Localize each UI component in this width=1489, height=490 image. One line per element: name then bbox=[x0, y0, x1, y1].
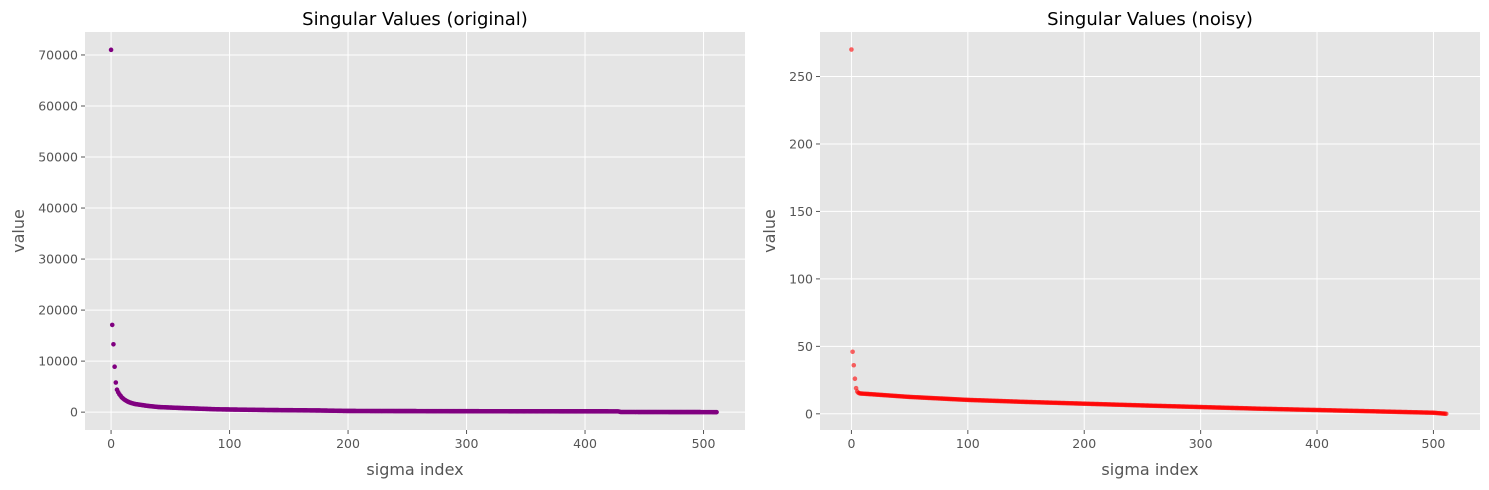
x-tick-label: 100 bbox=[956, 436, 980, 451]
chart-original: 0 100 200 300 400 500 0 10000 20000 30000 40000 50… bbox=[9, 9, 745, 479]
y-tick-label: 150 bbox=[789, 204, 813, 219]
x-tick-labels-original: 0 100 200 300 400 500 bbox=[107, 430, 716, 451]
gridlines-original bbox=[85, 32, 745, 430]
y-tick-label: 0 bbox=[805, 406, 813, 421]
x-tick-label: 400 bbox=[1305, 436, 1329, 451]
data-point bbox=[112, 364, 117, 370]
x-axis-label-original: sigma index bbox=[366, 460, 463, 479]
x-tick-label: 300 bbox=[1189, 436, 1213, 451]
x-tick-label: 100 bbox=[218, 436, 242, 451]
x-tick-labels-noisy: 0 100 200 300 400 500 bbox=[847, 430, 1445, 451]
y-tick-label: 250 bbox=[789, 69, 813, 84]
scatter-points-noisy bbox=[849, 47, 1449, 417]
plot-area-noisy bbox=[820, 32, 1480, 430]
y-tick-label: 100 bbox=[789, 271, 813, 286]
chart-noisy: 0 100 200 300 400 500 0 50 100 150 200 250 Singula… bbox=[760, 9, 1480, 479]
data-point bbox=[108, 47, 114, 53]
y-tick-label: 60000 bbox=[38, 98, 78, 113]
x-tick-label: 300 bbox=[455, 436, 479, 451]
y-axis-label-noisy: value bbox=[760, 209, 779, 253]
y-tick-label: 30000 bbox=[38, 252, 78, 267]
y-tick-label: 0 bbox=[70, 405, 78, 420]
y-tick-label: 10000 bbox=[38, 354, 78, 369]
y-axis-label-original: value bbox=[9, 209, 28, 253]
data-point bbox=[850, 349, 855, 355]
y-tick-label: 50000 bbox=[38, 150, 78, 165]
gridlines-noisy bbox=[820, 32, 1480, 430]
plot-area-original bbox=[85, 32, 745, 430]
y-tick-labels-noisy: 0 50 100 150 200 250 bbox=[789, 69, 820, 421]
x-tick-label: 0 bbox=[847, 436, 855, 451]
y-tick-label: 50 bbox=[797, 339, 813, 354]
y-tick-labels-original: 0 10000 20000 30000 40000 50000 60000 70000 bbox=[38, 47, 85, 420]
y-tick-label: 20000 bbox=[38, 303, 78, 318]
y-tick-label: 40000 bbox=[38, 201, 78, 216]
x-tick-label: 500 bbox=[1422, 436, 1446, 451]
x-axis-label-noisy: sigma index bbox=[1101, 460, 1198, 479]
y-tick-label: 70000 bbox=[38, 47, 78, 62]
chart-title-original: Singular Values (original) bbox=[302, 9, 528, 30]
data-point bbox=[113, 380, 119, 385]
x-tick-label: 0 bbox=[107, 436, 115, 451]
data-point bbox=[111, 341, 116, 347]
data-point bbox=[714, 409, 719, 415]
x-tick-label: 500 bbox=[692, 436, 716, 451]
data-point bbox=[851, 362, 857, 368]
data-point bbox=[109, 322, 115, 328]
data-point bbox=[852, 376, 858, 382]
x-tick-label: 200 bbox=[1072, 436, 1096, 451]
x-tick-label: 400 bbox=[573, 436, 597, 451]
x-tick-label: 200 bbox=[336, 436, 360, 451]
scatter-points-original bbox=[108, 47, 719, 415]
y-tick-label: 200 bbox=[789, 136, 813, 151]
data-point bbox=[1443, 411, 1449, 417]
chart-title-noisy: Singular Values (noisy) bbox=[1047, 9, 1253, 30]
data-point bbox=[849, 47, 854, 52]
